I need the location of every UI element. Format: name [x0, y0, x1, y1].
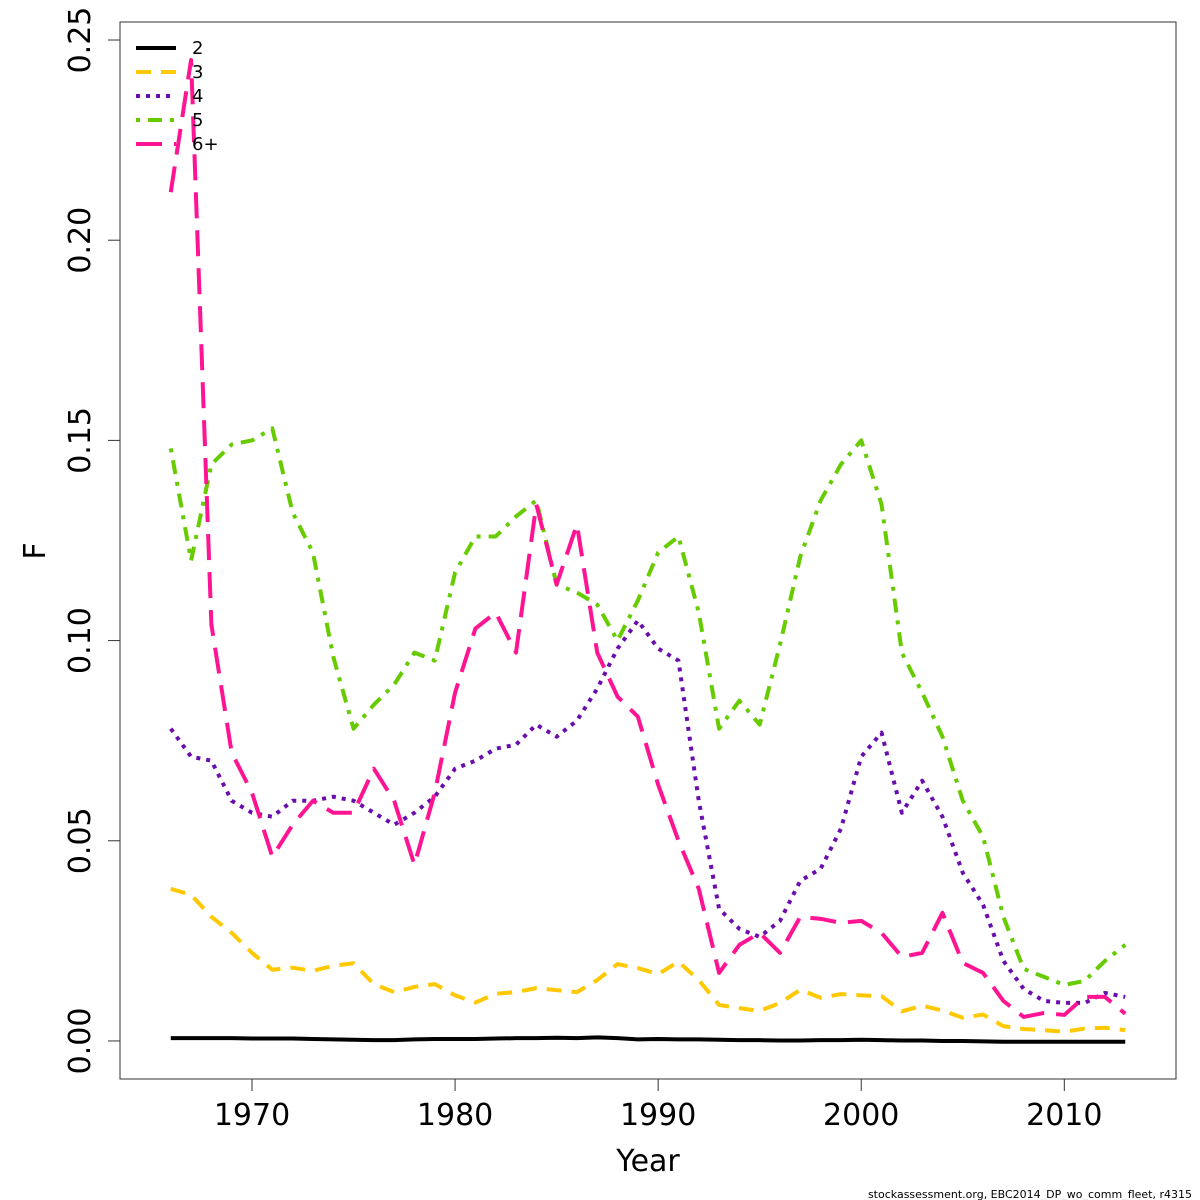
- y-tick-label: 0.05: [63, 807, 98, 874]
- x-tick-label: 2000: [823, 1098, 899, 1133]
- series-line-6+: [168, 58, 1127, 1019]
- y-tick-label: 0.00: [63, 1008, 98, 1075]
- series-layer: [168, 58, 1127, 1044]
- series-line-4: [169, 618, 1126, 1005]
- y-tick-label: 0.20: [63, 207, 98, 274]
- x-tick-label: 1990: [620, 1098, 696, 1133]
- y-tick-label: 0.25: [63, 7, 98, 74]
- legend-label-6+: 6+: [192, 134, 219, 155]
- legend-label-4: 4: [192, 86, 203, 107]
- series-line-3: [170, 886, 1126, 1034]
- legend-label-3: 3: [192, 62, 203, 83]
- y-axis: 0.00 0.05 0.10 0.15 0.20 0.25: [63, 7, 120, 1075]
- x-tick-label: 1970: [214, 1098, 290, 1133]
- y-tick-label: 0.15: [63, 407, 98, 474]
- legend-label-5: 5: [192, 110, 203, 131]
- series-line-2: [170, 1035, 1126, 1044]
- footer-note: stockassessment.org, EBC2014_DP_wo_comm_…: [868, 1188, 1192, 1200]
- y-tick-label: 0.10: [63, 607, 98, 674]
- plot-frame: [119, 21, 1177, 1080]
- x-tick-label: 2010: [1026, 1098, 1102, 1133]
- legend: 2 3 4 5 6+: [136, 38, 219, 155]
- x-axis-title: Year: [615, 1144, 680, 1179]
- legend-label-2: 2: [192, 38, 203, 59]
- x-axis: 1970 1980 1990 2000 2010: [214, 1079, 1102, 1133]
- y-axis-title: F: [18, 542, 53, 559]
- x-tick-label: 1980: [417, 1098, 493, 1133]
